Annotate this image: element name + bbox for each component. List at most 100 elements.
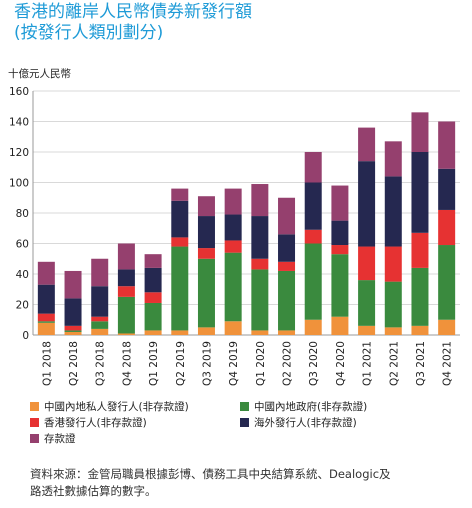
bar-14-series-4 bbox=[384, 176, 402, 247]
stacked-bar-chart: 0 20 40 60 80 100 120 140 160 Q1 2018 Q2 2018 Q3 20… bbox=[9, 86, 460, 386]
y-tick-label-100: 100 bbox=[9, 178, 29, 190]
bar-3-series-1 bbox=[91, 328, 109, 335]
bar-13-series-5 bbox=[358, 127, 376, 162]
x-tick-label-6: Q2 2019 bbox=[175, 341, 187, 386]
bar-9-series-1 bbox=[251, 330, 269, 335]
bar-10-series-1 bbox=[278, 330, 296, 335]
legend-item-3: 香港發行人(非存款證) bbox=[30, 415, 147, 430]
legend-label-5: 存款證 bbox=[44, 433, 76, 445]
bar-3-series-3 bbox=[91, 316, 109, 322]
bar-4-series-4 bbox=[117, 269, 135, 287]
x-tick-label-10: Q2 2020 bbox=[282, 341, 294, 386]
bar-11-series-2 bbox=[304, 243, 322, 320]
bar-7-series-5 bbox=[197, 196, 215, 217]
bar-10-series-4 bbox=[278, 234, 296, 262]
legend-swatch-1 bbox=[30, 402, 39, 411]
bar-6-series-5 bbox=[171, 188, 189, 201]
bar-16-series-3 bbox=[438, 209, 456, 246]
bar-1-series-3 bbox=[37, 313, 55, 322]
bar-4-series-2 bbox=[117, 296, 135, 334]
bar-4-series-3 bbox=[117, 286, 135, 297]
bar-12-series-5 bbox=[331, 185, 349, 221]
x-tick-label-8: Q4 2019 bbox=[228, 341, 240, 386]
bar-9-series-4 bbox=[251, 216, 269, 259]
bar-12-series-3 bbox=[331, 245, 349, 255]
bar-1-series-1 bbox=[37, 322, 55, 335]
bar-15-series-2 bbox=[411, 267, 429, 326]
legend-swatch-3 bbox=[30, 418, 39, 427]
bar-10-series-3 bbox=[278, 261, 296, 271]
bar-4-series-5 bbox=[117, 243, 135, 270]
bar-1-series-5 bbox=[37, 261, 55, 285]
legend-label-2: 中國內地政府(非存款證) bbox=[254, 401, 368, 413]
bar-16-series-2 bbox=[438, 245, 456, 320]
bar-13-series-4 bbox=[358, 161, 376, 247]
bar-5-series-2 bbox=[144, 302, 162, 331]
bar-15-series-1 bbox=[411, 325, 429, 335]
bar-6-series-4 bbox=[171, 200, 189, 238]
bar-9-series-3 bbox=[251, 258, 269, 270]
y-tick-label-0: 0 bbox=[22, 330, 29, 342]
bar-7-series-1 bbox=[197, 327, 215, 335]
source-line-2: 路透社數據估算的數字。 bbox=[30, 484, 157, 498]
bar-11-series-5 bbox=[304, 152, 322, 183]
x-tick-label-15: Q3 2021 bbox=[415, 341, 427, 386]
y-axis-label: 十億元人民幣 bbox=[8, 68, 71, 80]
bar-6-series-1 bbox=[171, 330, 189, 335]
bar-3-series-4 bbox=[91, 286, 109, 317]
bar-13-series-1 bbox=[358, 325, 376, 335]
legend-swatch-2 bbox=[240, 402, 249, 411]
bar-16-series-4 bbox=[438, 168, 456, 210]
bar-11-series-1 bbox=[304, 319, 322, 335]
bar-4-series-1 bbox=[117, 333, 135, 335]
chart-title-line-2: (按發行人類別劃分) bbox=[14, 23, 164, 43]
y-tick-label-20: 20 bbox=[16, 300, 29, 312]
bar-15-series-3 bbox=[411, 232, 429, 268]
y-tick-label-120: 120 bbox=[9, 147, 29, 159]
bar-11-series-3 bbox=[304, 229, 322, 244]
bar-5-series-3 bbox=[144, 292, 162, 303]
bar-5-series-5 bbox=[144, 254, 162, 268]
bar-2-series-5 bbox=[64, 270, 82, 299]
legend-item-5: 存款證 bbox=[30, 431, 76, 446]
bar-11-series-4 bbox=[304, 182, 322, 230]
bar-16-series-5 bbox=[438, 121, 456, 169]
source-note: 資料來源：金管局職員根據彭博、債務工具中央結算系統、Dealogic及 路透社數… bbox=[30, 466, 462, 500]
bar-12-series-2 bbox=[331, 254, 349, 317]
bar-14-series-1 bbox=[384, 327, 402, 335]
bar-7-series-3 bbox=[197, 248, 215, 259]
x-tick-label-14: Q2 2021 bbox=[388, 341, 400, 386]
bar-9-series-2 bbox=[251, 269, 269, 331]
x-tick-label-5: Q1 2019 bbox=[148, 341, 160, 386]
bar-2-series-3 bbox=[64, 325, 82, 331]
bar-12-series-4 bbox=[331, 220, 349, 246]
x-tick-label-3: Q3 2018 bbox=[95, 341, 107, 386]
x-tick-label-9: Q1 2020 bbox=[255, 341, 267, 386]
legend-item-4: 海外發行人(非存款證) bbox=[240, 415, 357, 430]
bar-13-series-2 bbox=[358, 280, 376, 326]
bar-2-series-1 bbox=[64, 331, 82, 335]
x-tick-label-13: Q1 2021 bbox=[362, 341, 374, 386]
y-tick-label-40: 40 bbox=[16, 269, 29, 281]
legend-swatch-5 bbox=[30, 434, 39, 443]
legend-item-2: 中國內地政府(非存款證) bbox=[240, 399, 367, 414]
legend-label-4: 海外發行人(非存款證) bbox=[254, 417, 357, 429]
bar-10-series-2 bbox=[278, 270, 296, 331]
bar-7-series-2 bbox=[197, 258, 215, 328]
bar-6-series-2 bbox=[171, 246, 189, 331]
bar-2-series-2 bbox=[64, 330, 82, 332]
bar-1-series-2 bbox=[37, 321, 55, 323]
bar-1-series-4 bbox=[37, 284, 55, 314]
bar-8-series-3 bbox=[224, 240, 242, 253]
bar-5-series-1 bbox=[144, 330, 162, 335]
bar-16-series-1 bbox=[438, 319, 456, 335]
bar-14-series-5 bbox=[384, 141, 402, 177]
bar-7-series-4 bbox=[197, 216, 215, 249]
bar-6-series-3 bbox=[171, 237, 189, 247]
y-tick-label-60: 60 bbox=[16, 239, 29, 251]
y-tick-label-80: 80 bbox=[16, 208, 29, 220]
bar-9-series-5 bbox=[251, 184, 269, 217]
x-tick-label-12: Q4 2020 bbox=[335, 341, 347, 386]
x-tick-label-1: Q1 2018 bbox=[41, 341, 53, 386]
bar-3-series-5 bbox=[91, 258, 109, 287]
